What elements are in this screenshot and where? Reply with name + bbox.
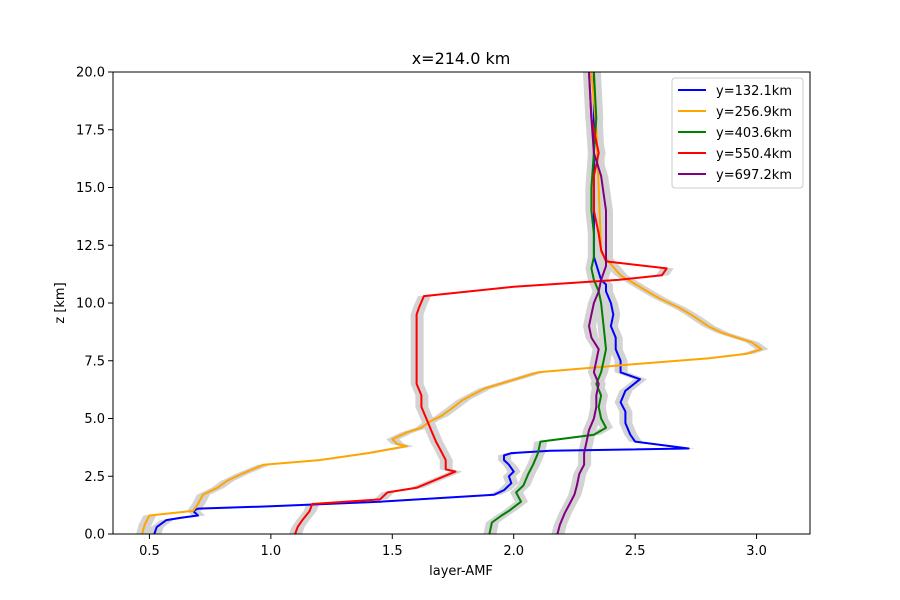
x-axis-label: layer-AMF <box>429 564 493 579</box>
uncertainty-bands <box>136 72 769 534</box>
y-tick-label: 0.0 <box>84 528 105 543</box>
y-tick-label: 17.5 <box>76 123 105 138</box>
x-tick-label: 1.5 <box>382 544 403 559</box>
x-tick-label: 3.0 <box>746 544 767 559</box>
series-line-3 <box>294 71 668 535</box>
y-axis-ticks: 0.0 2.5 5.0 7.5 10.0 12.5 15.0 17.5 20.0 <box>76 66 113 543</box>
series-line-4 <box>556 71 607 535</box>
uncertainty-band-2 <box>483 72 613 534</box>
x-tick-label: 1.0 <box>261 544 282 559</box>
y-tick-label: 20.0 <box>76 66 105 81</box>
legend-label-3: y=550.4km <box>716 147 792 162</box>
y-tick-label: 7.5 <box>84 354 105 369</box>
uncertainty-band-4 <box>551 72 613 534</box>
legend-label-1: y=256.9km <box>716 105 792 120</box>
legend: y=132.1km y=256.9km y=403.6km y=550.4km y=69… <box>671 77 804 189</box>
legend-label-0: y=132.1km <box>716 84 792 99</box>
y-tick-label: 10.0 <box>76 297 105 312</box>
x-axis-ticks: 0.5 1.0 1.5 2.0 2.5 3.0 <box>139 534 767 559</box>
x-tick-label: 0.5 <box>139 544 160 559</box>
series-line-0 <box>153 72 690 535</box>
x-tick-label: 2.0 <box>503 544 524 559</box>
legend-box <box>671 77 804 189</box>
y-axis-label: z [km] <box>53 282 68 323</box>
legend-label-4: y=697.2km <box>716 168 792 183</box>
y-tick-label: 5.0 <box>84 412 105 427</box>
series-line-2 <box>488 71 607 535</box>
y-tick-label: 2.5 <box>84 470 105 485</box>
x-tick-label: 2.5 <box>625 544 646 559</box>
y-tick-label: 15.0 <box>76 181 105 196</box>
y-tick-label: 12.5 <box>76 239 105 254</box>
chart-title: x=214.0 km <box>412 49 511 68</box>
series-line-1 <box>141 71 763 535</box>
series-lines <box>141 71 763 535</box>
legend-label-2: y=403.6km <box>716 126 792 141</box>
